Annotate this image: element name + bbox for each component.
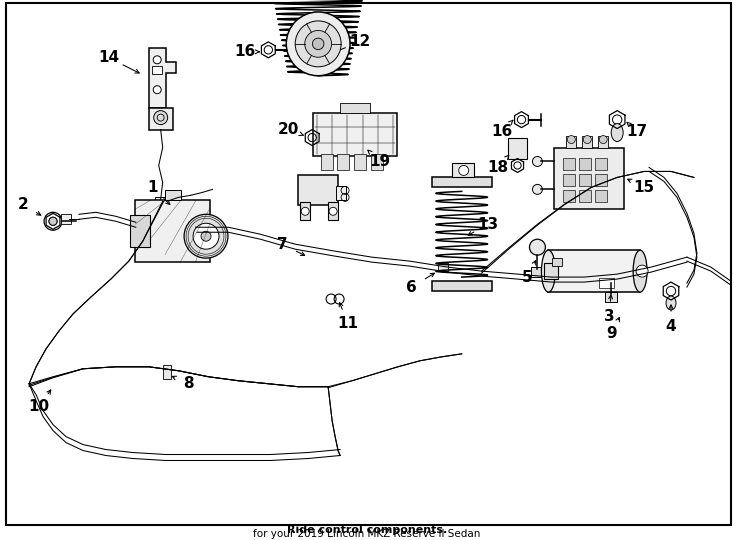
Bar xyxy=(163,365,170,379)
Bar xyxy=(354,154,366,171)
Circle shape xyxy=(584,136,592,144)
Ellipse shape xyxy=(542,250,556,292)
Circle shape xyxy=(305,30,332,57)
Circle shape xyxy=(329,207,337,215)
Circle shape xyxy=(286,12,350,76)
Circle shape xyxy=(295,21,341,67)
Circle shape xyxy=(153,56,161,64)
Text: 5: 5 xyxy=(522,269,533,285)
Text: 10: 10 xyxy=(29,399,50,414)
Ellipse shape xyxy=(666,296,676,310)
Circle shape xyxy=(193,223,219,249)
Bar xyxy=(336,186,346,200)
Text: 1: 1 xyxy=(148,180,158,195)
Text: 8: 8 xyxy=(184,376,194,392)
Bar xyxy=(149,107,172,130)
Bar xyxy=(313,113,397,157)
Bar xyxy=(579,158,592,171)
Bar xyxy=(328,202,338,220)
Circle shape xyxy=(529,239,545,255)
Bar xyxy=(300,202,310,220)
Text: 9: 9 xyxy=(606,326,617,341)
Bar xyxy=(582,136,592,147)
Circle shape xyxy=(599,136,607,144)
Bar xyxy=(531,267,543,277)
Bar xyxy=(579,174,592,186)
Text: 3: 3 xyxy=(604,309,614,325)
Bar xyxy=(155,197,167,205)
Bar xyxy=(135,200,210,262)
Text: 2: 2 xyxy=(18,197,29,212)
Text: for your 2019 Lincoln MKZ Reserve II Sedan: for your 2019 Lincoln MKZ Reserve II Sed… xyxy=(253,529,481,539)
Circle shape xyxy=(313,38,324,50)
Bar xyxy=(567,136,576,147)
Text: 16: 16 xyxy=(491,124,512,139)
Circle shape xyxy=(201,231,211,241)
Bar xyxy=(606,292,617,302)
Polygon shape xyxy=(149,48,175,107)
Circle shape xyxy=(301,207,309,215)
Circle shape xyxy=(532,157,542,166)
Circle shape xyxy=(459,165,469,176)
Ellipse shape xyxy=(611,124,623,141)
Bar xyxy=(437,263,448,271)
Bar xyxy=(432,178,492,187)
Bar xyxy=(152,66,161,74)
Bar xyxy=(371,154,383,171)
Text: 17: 17 xyxy=(627,124,647,139)
Text: 15: 15 xyxy=(633,180,655,195)
Circle shape xyxy=(532,184,542,194)
Bar xyxy=(553,258,562,266)
Bar xyxy=(61,214,71,224)
Bar xyxy=(598,136,608,147)
Bar xyxy=(164,191,181,200)
Circle shape xyxy=(153,111,167,125)
Text: 19: 19 xyxy=(369,154,390,169)
Bar xyxy=(340,103,370,113)
Circle shape xyxy=(636,265,648,277)
Bar xyxy=(451,164,473,178)
Bar xyxy=(130,215,150,247)
Ellipse shape xyxy=(633,250,647,292)
Text: 20: 20 xyxy=(277,122,299,137)
Bar xyxy=(564,174,575,186)
Circle shape xyxy=(153,86,161,94)
Circle shape xyxy=(606,271,617,283)
Bar xyxy=(579,191,592,202)
Text: 6: 6 xyxy=(407,280,417,294)
Text: 13: 13 xyxy=(477,217,498,232)
Text: 4: 4 xyxy=(666,320,676,334)
Bar xyxy=(298,176,338,205)
Circle shape xyxy=(567,136,575,144)
Circle shape xyxy=(184,214,228,258)
Bar xyxy=(554,147,624,210)
Text: 7: 7 xyxy=(277,237,288,252)
Bar xyxy=(564,158,575,171)
Bar xyxy=(595,174,607,186)
Bar xyxy=(321,154,333,171)
Bar xyxy=(595,191,607,202)
Bar xyxy=(337,154,349,171)
Text: 16: 16 xyxy=(235,44,256,59)
Bar xyxy=(564,191,575,202)
Text: 11: 11 xyxy=(338,316,359,332)
Bar xyxy=(599,278,614,288)
Bar xyxy=(545,263,559,279)
Bar xyxy=(595,158,607,171)
Text: 18: 18 xyxy=(487,160,508,175)
Bar xyxy=(548,250,640,292)
Text: Ride control components.: Ride control components. xyxy=(287,525,447,535)
Text: 12: 12 xyxy=(349,35,371,49)
Bar xyxy=(432,281,492,291)
Circle shape xyxy=(49,217,57,225)
Text: 14: 14 xyxy=(98,50,120,65)
Bar xyxy=(507,138,528,159)
